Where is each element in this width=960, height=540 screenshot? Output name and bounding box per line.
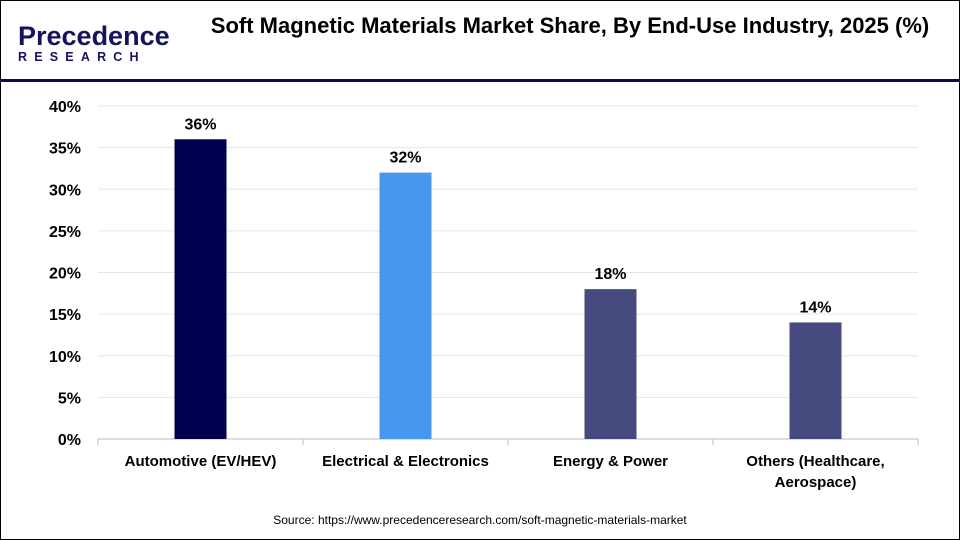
y-tick-label: 30% [49, 182, 81, 199]
data-label: 36% [184, 116, 216, 133]
bar [789, 322, 842, 439]
chart-title: Soft Magnetic Materials Market Share, By… [210, 13, 930, 38]
data-label: 32% [389, 150, 421, 167]
y-tick-label: 5% [58, 390, 81, 407]
header-divider [0, 79, 960, 82]
bar [379, 172, 432, 439]
logo-line2: RESEARCH [18, 50, 146, 64]
x-tick-label: Automotive (EV/HEV) [125, 453, 277, 470]
x-tick-label: Others (Healthcare, [746, 453, 884, 470]
y-tick-label: 15% [49, 307, 81, 324]
source-note: Source: https://www.precedenceresearch.c… [273, 513, 687, 527]
data-label: 18% [594, 266, 626, 283]
y-tick-label: 0% [58, 432, 81, 449]
y-tick-label: 25% [49, 224, 81, 241]
y-tick-label: 40% [49, 99, 81, 116]
y-tick-label: 10% [49, 349, 81, 366]
x-tick-label: Aerospace) [775, 474, 857, 491]
data-label: 14% [799, 299, 831, 316]
x-tick-label: Electrical & Electronics [322, 453, 489, 470]
x-tick-label: Energy & Power [553, 453, 668, 470]
bar [584, 289, 637, 439]
y-tick-label: 20% [49, 266, 81, 283]
logo: Precedence RESEARCH [18, 21, 170, 64]
bar [174, 139, 227, 440]
y-tick-label: 35% [49, 141, 81, 158]
logo-line1: Precedence [18, 21, 170, 51]
